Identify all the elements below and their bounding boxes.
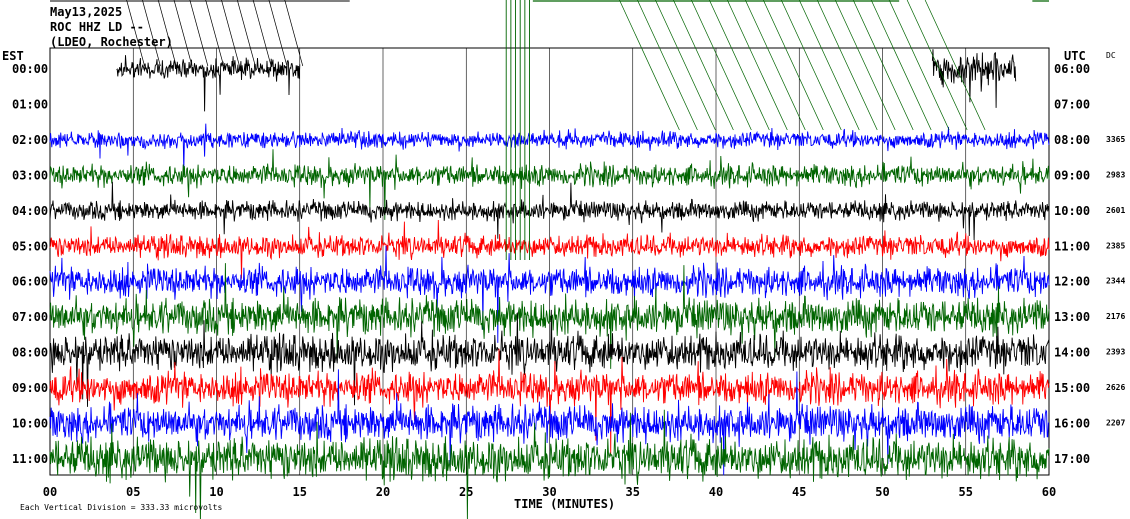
est-tick-9: 09:00 bbox=[12, 381, 48, 395]
slant-black-1 bbox=[142, 0, 161, 67]
trace-row-8 bbox=[49, 309, 1050, 407]
est-tick-2: 02:00 bbox=[12, 133, 48, 147]
x-tick-25: 25 bbox=[459, 485, 473, 499]
utc-tick-3: 09:00 bbox=[1054, 168, 1090, 182]
slant-green-3 bbox=[673, 0, 734, 131]
slant-green-16 bbox=[906, 0, 968, 131]
dc-value-9: 2626 bbox=[1106, 383, 1125, 392]
trace-row-7 bbox=[49, 263, 1050, 369]
est-tick-8: 08:00 bbox=[12, 346, 48, 360]
slant-black-2 bbox=[157, 0, 177, 67]
slant-black-4 bbox=[189, 0, 209, 67]
x-tick-10: 10 bbox=[209, 485, 223, 499]
x-tick-40: 40 bbox=[709, 485, 723, 499]
slant-green-1 bbox=[637, 0, 698, 131]
slant-black-5 bbox=[205, 0, 225, 67]
est-tick-10: 10:00 bbox=[12, 417, 48, 431]
utc-tick-0: 06:00 bbox=[1054, 62, 1090, 76]
slant-green-5 bbox=[709, 0, 770, 131]
location-title: (LDEO, Rochester) bbox=[50, 35, 173, 49]
trace-row-6 bbox=[49, 245, 1050, 343]
trace-row-0-a bbox=[116, 55, 301, 112]
trace-row-10 bbox=[49, 369, 1050, 476]
x-tick-50: 50 bbox=[875, 485, 889, 499]
slant-black-9 bbox=[268, 0, 288, 67]
trace-row-11 bbox=[49, 409, 1050, 519]
est-tick-5: 05:00 bbox=[12, 239, 48, 253]
slant-black-8 bbox=[252, 0, 272, 67]
est-tick-1: 01:00 bbox=[12, 97, 48, 111]
dc-value-8: 2393 bbox=[1106, 348, 1125, 357]
utc-tick-2: 08:00 bbox=[1054, 133, 1090, 147]
x-axis-label: TIME (MINUTES) bbox=[514, 497, 616, 511]
slant-green-7 bbox=[744, 0, 806, 131]
slant-green-6 bbox=[727, 0, 788, 131]
slant-green-8 bbox=[762, 0, 824, 131]
x-tick-05: 05 bbox=[126, 485, 140, 499]
dc-value-7: 2176 bbox=[1106, 312, 1125, 321]
slant-green-4 bbox=[691, 0, 752, 131]
slant-black-10 bbox=[284, 0, 304, 67]
utc-tick-1: 07:00 bbox=[1054, 97, 1090, 111]
x-tick-20: 20 bbox=[376, 485, 390, 499]
trace-row-3 bbox=[49, 149, 1050, 220]
est-axis-label: EST bbox=[2, 49, 24, 63]
trace-row-5 bbox=[49, 219, 1050, 279]
x-tick-15: 15 bbox=[293, 485, 307, 499]
x-tick-55: 55 bbox=[959, 485, 973, 499]
slant-green-11 bbox=[816, 0, 878, 131]
utc-tick-5: 11:00 bbox=[1054, 239, 1090, 253]
utc-tick-10: 16:00 bbox=[1054, 417, 1090, 431]
utc-tick-11: 17:00 bbox=[1054, 452, 1090, 466]
slant-black-7 bbox=[236, 0, 256, 67]
est-tick-0: 00:00 bbox=[12, 62, 48, 76]
est-tick-3: 03:00 bbox=[12, 168, 48, 182]
utc-tick-8: 14:00 bbox=[1054, 346, 1090, 360]
slant-green-0 bbox=[619, 0, 680, 131]
est-tick-7: 07:00 bbox=[12, 310, 48, 324]
slant-green-13 bbox=[852, 0, 914, 131]
utc-tick-7: 13:00 bbox=[1054, 310, 1090, 324]
vertical-division-note: Each Vertical Division = 333.33 microvol… bbox=[20, 503, 223, 512]
utc-tick-9: 15:00 bbox=[1054, 381, 1090, 395]
trace-row-9 bbox=[49, 348, 1050, 455]
date-title: May13,2025 bbox=[50, 5, 123, 19]
est-tick-4: 04:00 bbox=[12, 204, 48, 218]
slant-black-0 bbox=[126, 0, 145, 67]
utc-axis-label: UTC bbox=[1064, 49, 1086, 63]
dc-value-5: 2385 bbox=[1106, 241, 1125, 250]
slant-green-12 bbox=[834, 0, 896, 131]
dc-value-2: 3365 bbox=[1106, 135, 1125, 144]
slant-green-2 bbox=[655, 0, 716, 131]
dc-value-4: 2601 bbox=[1106, 206, 1125, 215]
slant-green-17 bbox=[924, 0, 986, 131]
x-tick-30: 30 bbox=[542, 485, 556, 499]
utc-tick-6: 12:00 bbox=[1054, 275, 1090, 289]
x-tick-60: 60 bbox=[1042, 485, 1056, 499]
est-tick-11: 11:00 bbox=[12, 452, 48, 466]
utc-tick-4: 10:00 bbox=[1054, 204, 1090, 218]
dc-value-10: 2207 bbox=[1106, 419, 1125, 428]
slant-black-3 bbox=[173, 0, 193, 67]
dc-value-6: 2344 bbox=[1106, 277, 1125, 286]
est-tick-6: 06:00 bbox=[12, 275, 48, 289]
trace-row-0-b bbox=[931, 49, 1017, 108]
slant-green-15 bbox=[888, 0, 950, 131]
slant-green-14 bbox=[870, 0, 932, 131]
station-title: ROC HHZ LD -- bbox=[50, 20, 144, 34]
slant-black-6 bbox=[221, 0, 240, 67]
x-tick-45: 45 bbox=[792, 485, 806, 499]
slant-green-10 bbox=[798, 0, 860, 131]
x-tick-35: 35 bbox=[626, 485, 640, 499]
x-tick-00: 00 bbox=[43, 485, 57, 499]
dc-value-3: 2983 bbox=[1106, 170, 1125, 179]
dc-axis-label: DC bbox=[1106, 51, 1116, 60]
slant-green-9 bbox=[780, 0, 842, 131]
trace-row-2 bbox=[49, 123, 1050, 172]
trace-row-4 bbox=[49, 181, 1050, 241]
